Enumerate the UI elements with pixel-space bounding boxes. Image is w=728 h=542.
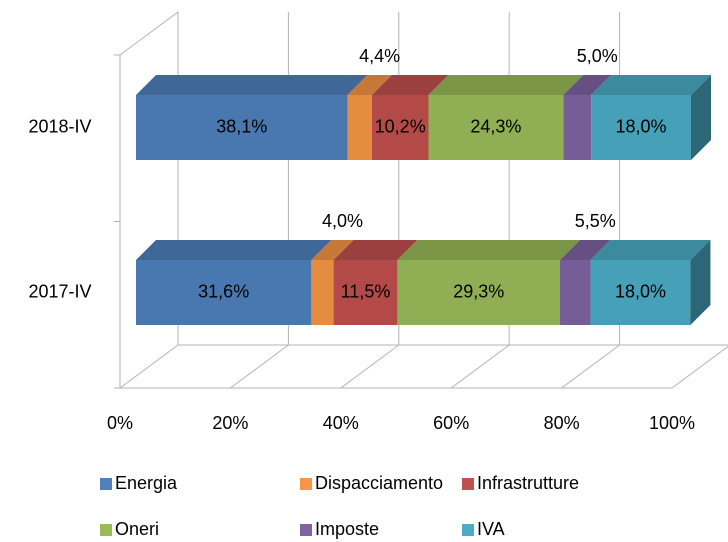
bar	[136, 95, 348, 160]
data-label: 4,0%	[322, 211, 363, 231]
bar	[311, 260, 334, 325]
bar-top	[563, 75, 612, 95]
data-label: 31,6%	[198, 281, 249, 301]
data-label: 4,4%	[359, 46, 400, 66]
legend-label: IVA	[477, 519, 505, 539]
bar-top	[311, 240, 354, 260]
data-label: 18,0%	[615, 281, 666, 301]
x-tick-label: 20%	[212, 413, 248, 433]
legend-swatch	[462, 524, 474, 536]
bar-top	[347, 75, 392, 95]
grid-line	[561, 344, 620, 389]
grid-line	[230, 344, 289, 389]
bar-top	[590, 240, 711, 260]
bar-top	[371, 75, 449, 95]
bar	[560, 260, 591, 325]
legend-label: Infrastrutture	[477, 473, 579, 493]
bar-top	[560, 240, 611, 260]
data-label: 5,0%	[577, 46, 618, 66]
x-tick-label: 60%	[433, 413, 469, 433]
legend-swatch	[100, 524, 112, 536]
bar-top	[428, 75, 584, 95]
x-tick-label: 100%	[649, 413, 695, 433]
legend-label: Oneri	[115, 519, 159, 539]
bar-top	[333, 240, 418, 260]
bar-top	[136, 75, 368, 95]
x-tick-label: 0%	[107, 413, 133, 433]
x-tick-label: 80%	[544, 413, 580, 433]
bar	[563, 95, 592, 160]
bar-top	[397, 240, 581, 260]
grid-line	[671, 345, 728, 389]
bar	[590, 260, 691, 325]
data-label: 18,0%	[616, 116, 667, 136]
data-label: 5,5%	[575, 211, 616, 231]
legend-label: Imposte	[315, 519, 379, 539]
bar	[371, 95, 429, 160]
data-label: 10,2%	[375, 116, 426, 136]
x-tick-label: 40%	[323, 413, 359, 433]
y-tick-label: 2018-IV	[28, 116, 91, 136]
grid-line	[119, 344, 179, 389]
bar	[591, 95, 691, 160]
bar	[397, 260, 561, 325]
data-label: 29,3%	[453, 281, 504, 301]
legend-swatch	[300, 478, 312, 490]
data-label: 11,5%	[341, 281, 391, 301]
legend-swatch	[300, 524, 312, 536]
legend-label: Energia	[115, 473, 178, 493]
grid-line	[340, 344, 400, 389]
bar-side	[691, 75, 711, 160]
bar	[333, 260, 398, 325]
side-wall	[119, 11, 179, 388]
bar	[136, 260, 312, 325]
bar-top	[591, 75, 711, 95]
grid-line	[450, 344, 510, 389]
legend-swatch	[462, 478, 474, 490]
y-tick-label: 2017-IV	[28, 281, 91, 301]
bar	[428, 95, 564, 160]
bar	[347, 95, 372, 160]
data-label: 38,1%	[216, 116, 267, 136]
legend-swatch	[100, 478, 112, 490]
legend-label: Dispacciamento	[315, 473, 443, 493]
bar-side	[690, 240, 711, 325]
bar-top	[136, 240, 332, 260]
data-label: 24,3%	[470, 116, 521, 136]
